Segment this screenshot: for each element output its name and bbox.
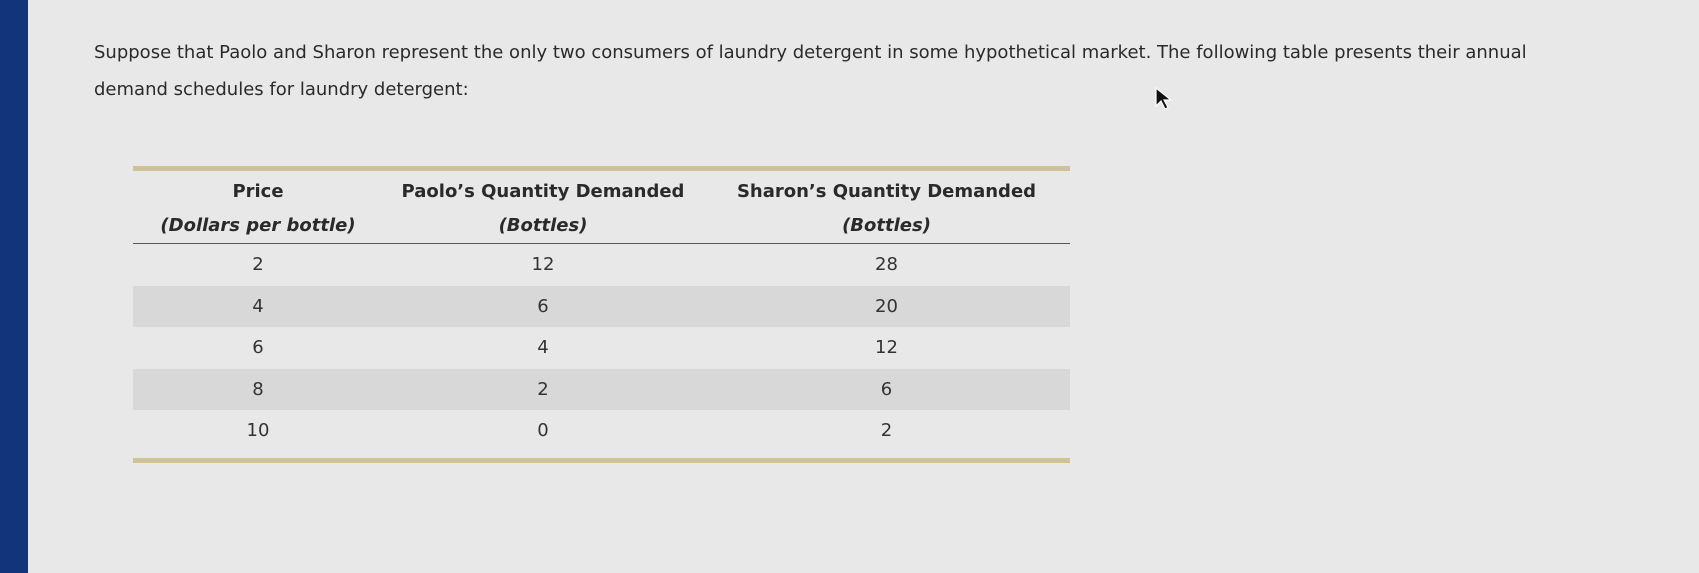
header-paolo-quantity: Paolo’s Quantity Demanded (Bottles) xyxy=(383,171,703,244)
header-subtitle: (Bottles) xyxy=(842,215,931,236)
cell-price: 10 xyxy=(246,420,270,442)
cell-paolo: 0 xyxy=(537,420,549,442)
cell-sharon: 20 xyxy=(703,285,1070,327)
table-row: 2 12 28 xyxy=(133,244,1070,286)
cell-price: 4 xyxy=(133,285,383,327)
table-row: 10 0 2 xyxy=(133,410,1070,452)
header-subtitle: (Bottles) xyxy=(498,215,588,236)
table-row: 8 2 6 xyxy=(133,368,1070,410)
table-row: 4 6 20 xyxy=(133,285,1070,327)
intro-paragraph: Suppose that Paolo and Sharon represent … xyxy=(94,42,1527,100)
cell-price: 6 xyxy=(252,337,264,359)
demand-schedule-table: Price (Dollars per bottle) Paolo’s Quant… xyxy=(133,166,1070,463)
header-subtitle: (Dollars per bottle) xyxy=(160,215,356,236)
left-navigation-bar xyxy=(0,0,28,573)
header-price: Price (Dollars per bottle) xyxy=(133,171,383,244)
demand-table: Price (Dollars per bottle) Paolo’s Quant… xyxy=(133,171,1070,452)
cell-price: 8 xyxy=(133,368,383,410)
table-row: 6 4 12 xyxy=(133,327,1070,369)
header-title: Sharon’s Quantity Demanded xyxy=(736,181,1037,202)
cell-paolo: 2 xyxy=(383,368,703,410)
cell-sharon: 28 xyxy=(875,254,898,276)
header-title: Price xyxy=(232,181,284,202)
cell-sharon: 12 xyxy=(875,337,898,359)
cell-paolo: 12 xyxy=(531,254,555,276)
mouse-cursor-icon xyxy=(1155,86,1173,110)
cell-price: 2 xyxy=(252,254,264,276)
cell-paolo: 4 xyxy=(537,337,549,359)
header-sharon-quantity: Sharon’s Quantity Demanded (Bottles) xyxy=(703,171,1070,244)
cell-paolo: 6 xyxy=(383,285,703,327)
question-content: Suppose that Paolo and Sharon represent … xyxy=(94,34,1604,108)
cell-sharon: 6 xyxy=(703,368,1070,410)
header-title: Paolo’s Quantity Demanded xyxy=(401,181,685,202)
table-header-row: Price (Dollars per bottle) Paolo’s Quant… xyxy=(133,171,1070,244)
cell-sharon: 2 xyxy=(880,420,893,442)
table-top-rule xyxy=(133,166,1070,171)
table-bottom-rule xyxy=(133,457,1070,463)
